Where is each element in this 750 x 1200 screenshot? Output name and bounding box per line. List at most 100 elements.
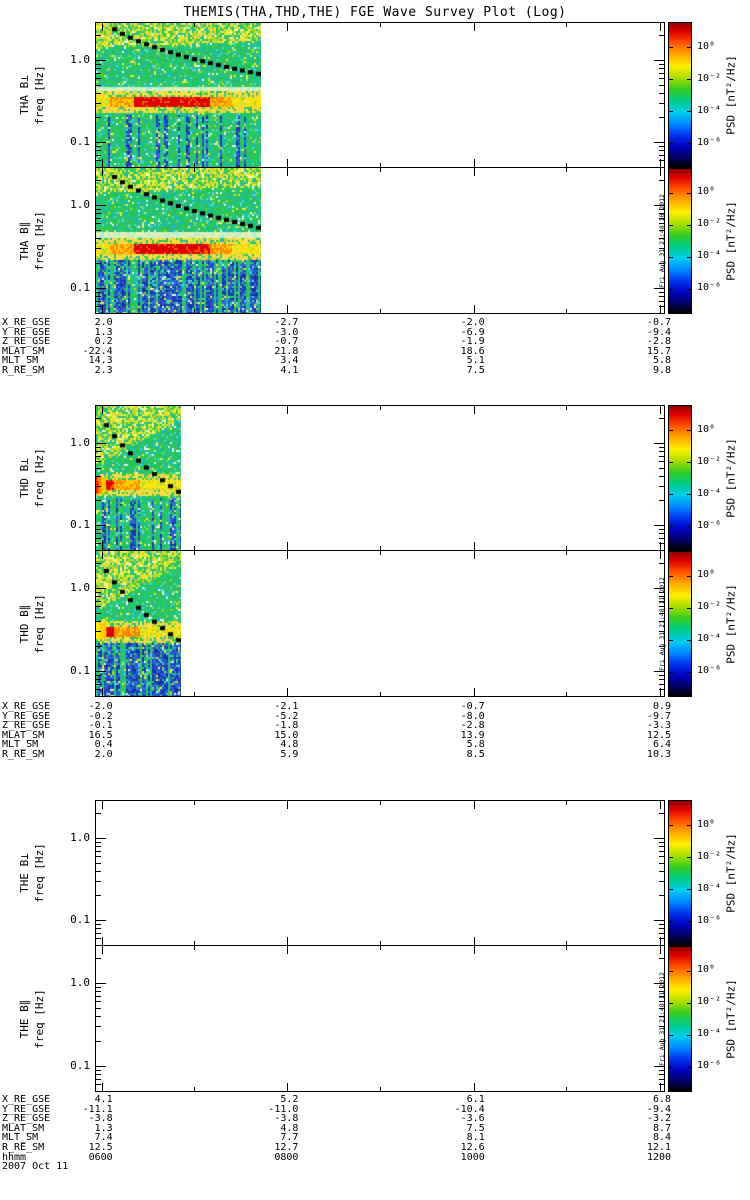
x-major-tick <box>473 551 475 559</box>
colorbar-tick <box>687 256 691 258</box>
creation-timestamp: Fri Aug 31 21:48:11 2012 <box>658 972 666 1066</box>
y-minor-tick <box>659 1008 664 1010</box>
ephemeris-row-label: MLT_SM <box>2 355 39 367</box>
colorbar-tick-label: 10⁰ <box>697 569 716 581</box>
ephemeris-value: 14.3 <box>88 355 113 367</box>
ephemeris-value: -9.4 <box>646 326 672 338</box>
ephemeris-value: -1.8 <box>274 720 299 732</box>
colorbar-tick <box>669 493 673 495</box>
spectrogram-panel-tha-bperp: THA B⊥ freq [Hz] PSD [nT²/Hz] 1.0 0.1 10⁰ 1… <box>0 22 750 168</box>
x-major-tick <box>473 1083 475 1091</box>
x-minor-tick <box>565 941 567 945</box>
x-minor-tick <box>565 309 567 313</box>
ephemeris-row-label: Y_RE_GSE <box>2 710 51 722</box>
y-minor-tick <box>96 1084 101 1086</box>
y-minor-tick <box>96 841 101 843</box>
y-major-tick <box>96 920 106 922</box>
y-major-tick <box>654 525 664 527</box>
y-minor-tick <box>659 160 664 162</box>
x-minor-tick <box>380 946 381 950</box>
x-major-tick <box>101 23 103 31</box>
time-tick-label: 0600 <box>88 1151 113 1163</box>
y-minor-tick <box>659 563 664 565</box>
ephemeris-value: 5.2 <box>280 1094 299 1105</box>
y-minor-tick <box>96 683 101 685</box>
y-minor-tick <box>659 208 664 210</box>
y-minor-tick <box>96 1074 101 1076</box>
y-major-tick <box>96 1066 106 1068</box>
ephemeris-value: 5.1 <box>466 355 485 367</box>
y-minor-tick <box>659 461 664 463</box>
ephemeris-value: -8.0 <box>460 710 485 722</box>
y-major-tick <box>654 442 664 444</box>
spectrogram-canvas <box>96 168 261 313</box>
x-major-tick <box>287 23 289 31</box>
ephemeris-value: -0.1 <box>88 720 113 732</box>
y-minor-tick <box>96 563 101 565</box>
colorbar-tick <box>687 920 691 922</box>
x-minor-tick <box>194 1087 196 1091</box>
x-minor-tick <box>565 163 567 167</box>
ephemeris-value: 7.5 <box>466 1122 485 1134</box>
y-minor-tick <box>96 208 101 210</box>
ephemeris-value: 12.1 <box>646 1141 672 1153</box>
x-major-tick <box>473 23 475 31</box>
y-minor-tick <box>96 606 101 608</box>
y-minor-tick <box>659 296 664 298</box>
colorbar-tick <box>687 79 691 81</box>
colorbar-tick <box>687 971 691 973</box>
y-axis-label-block: THD B⊥ freq [Hz] <box>8 405 56 551</box>
y-major-tick <box>96 837 106 839</box>
ephemeris-value: 6.4 <box>652 739 672 751</box>
y-minor-tick <box>659 646 664 648</box>
y-minor-tick <box>659 35 664 37</box>
y-major-tick <box>96 288 106 290</box>
x-minor-tick <box>565 801 567 805</box>
colorbar <box>668 800 692 946</box>
ephemeris-value: -22.4 <box>82 345 113 357</box>
y-minor-tick <box>659 533 664 535</box>
ephemeris-value: 8.4 <box>652 1132 672 1144</box>
x-minor-tick <box>380 23 381 27</box>
ephemeris-value: 9.8 <box>652 364 672 376</box>
ephemeris-value: -10.4 <box>454 1103 485 1115</box>
y-major-tick <box>654 671 664 673</box>
y-minor-tick <box>659 813 664 815</box>
colorbar-tick <box>669 47 673 49</box>
colorbar-tick <box>669 256 673 258</box>
y-axis-label-block: THE B∥ freq [Hz] <box>8 946 56 1092</box>
y-minor-tick <box>659 606 664 608</box>
y-minor-tick <box>96 596 101 598</box>
ephemeris-value: -3.8 <box>274 1113 299 1125</box>
y-minor-tick <box>659 223 664 225</box>
y-minor-tick <box>659 306 664 308</box>
x-major-tick <box>660 159 662 167</box>
spectrogram-canvas <box>96 406 181 550</box>
ephemeris-row-label: X_RE_GSE <box>2 1094 51 1105</box>
y-minor-tick <box>659 543 664 545</box>
y-major-tick <box>96 205 106 207</box>
ephemeris-row-label: Y_RE_GSE <box>2 326 51 338</box>
colorbar-tick-label: 10⁰ <box>697 819 716 831</box>
y-minor-tick <box>659 856 664 858</box>
y-minor-tick <box>96 160 101 162</box>
y-minor-tick <box>659 150 664 152</box>
y-minor-tick <box>659 613 664 615</box>
colorbar <box>668 168 692 314</box>
ephemeris-value: 3.4 <box>280 355 299 367</box>
y-minor-tick <box>96 102 101 104</box>
y-minor-tick <box>96 631 101 633</box>
y-tick-label: 0.1 <box>70 281 90 295</box>
ephemeris-row: MLT_SM 0.4 4.8 5.8 6.4 <box>0 740 750 750</box>
y-minor-tick <box>659 991 664 993</box>
colorbar-tick <box>669 576 673 578</box>
ephemeris-value: -2.8 <box>646 336 672 348</box>
colorbar-tick-label: 10⁻⁶ <box>697 136 722 148</box>
y-minor-tick <box>96 1008 101 1010</box>
colorbar-tick <box>687 576 691 578</box>
colorbar-tick-label: 10⁻² <box>697 456 722 468</box>
x-major-tick <box>473 801 475 809</box>
y-minor-tick <box>659 880 664 882</box>
y-minor-tick <box>659 63 664 65</box>
